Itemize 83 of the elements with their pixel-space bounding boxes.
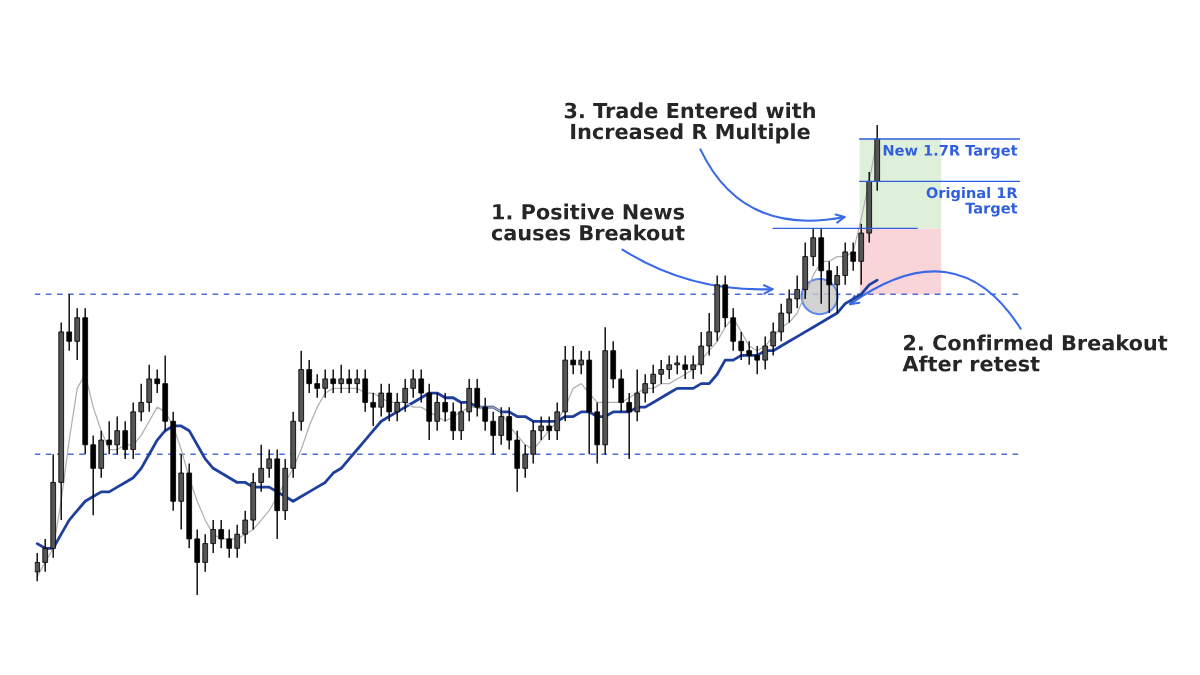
candlestick <box>458 401 465 441</box>
candlestick <box>842 241 849 286</box>
candlestick <box>754 345 761 375</box>
candlestick <box>410 368 417 399</box>
candlestick <box>482 397 489 432</box>
candlestick <box>490 411 497 455</box>
candlestick <box>362 368 369 413</box>
candlestick <box>618 368 625 413</box>
candlestick <box>634 368 641 422</box>
candlestick <box>378 382 385 418</box>
candlestick <box>834 265 841 314</box>
candlestick <box>218 519 225 549</box>
candlestick <box>778 302 785 342</box>
annotation: 1. Positive News causes Breakout <box>491 203 685 241</box>
candlestick <box>322 368 329 399</box>
candlestick <box>690 354 697 380</box>
candlestick <box>370 392 377 427</box>
candlestick <box>794 274 801 310</box>
candlestick <box>402 378 409 413</box>
candlestick <box>826 260 833 314</box>
candlestick <box>658 359 665 385</box>
candlestick <box>730 307 737 352</box>
candlestick <box>442 392 449 422</box>
candlestick <box>194 528 201 596</box>
candlestick <box>578 350 585 375</box>
candlestick <box>234 524 241 559</box>
candlestick <box>546 415 553 441</box>
candlestick <box>786 288 793 324</box>
candlestick <box>338 364 345 394</box>
ref-line-label: Original 1R Target <box>926 186 1018 217</box>
candlestick <box>538 415 545 441</box>
candlestick <box>210 519 217 554</box>
candlestick <box>266 448 273 479</box>
candlestick <box>674 354 681 375</box>
candlestick <box>810 227 817 267</box>
candlestick <box>626 392 633 460</box>
candlestick <box>74 307 81 361</box>
candlestick <box>650 364 657 394</box>
candlestick <box>450 401 457 441</box>
candlestick <box>146 364 153 413</box>
ref-line-label: New 1.7R Target <box>883 144 1018 159</box>
candlestick <box>570 345 577 375</box>
candlestick <box>34 552 41 582</box>
candlestick <box>306 359 313 394</box>
candlestick <box>682 354 689 380</box>
candlestick <box>330 368 337 394</box>
candlestick <box>42 538 49 573</box>
candlestick <box>122 420 129 460</box>
candlestick <box>642 373 649 404</box>
candlestick <box>762 335 769 371</box>
candlestick <box>506 406 513 451</box>
candlestick <box>418 368 425 404</box>
candlestick <box>242 509 249 545</box>
candlestick <box>434 392 441 432</box>
text: 2. Confirmed Breakout After retest <box>902 334 1168 372</box>
candlestick <box>202 533 209 573</box>
candlestick <box>106 420 113 455</box>
candlestick <box>394 392 401 422</box>
candlestick <box>154 368 161 394</box>
candlestick <box>226 528 233 559</box>
candlestick <box>522 444 529 479</box>
candlestick <box>314 373 321 399</box>
candlestick <box>530 420 537 465</box>
candlestick <box>666 354 673 380</box>
candlestick <box>746 340 753 366</box>
candlestick <box>346 368 353 394</box>
candlestick <box>554 401 561 441</box>
candlestick <box>698 331 705 375</box>
candlestick <box>138 382 145 422</box>
candlestick <box>770 321 777 357</box>
candlestick <box>114 415 121 455</box>
candlestick <box>258 444 265 493</box>
candlestick <box>738 331 745 361</box>
candlestick <box>466 378 473 422</box>
candlestick <box>498 406 505 446</box>
annotation: 3. Trade Entered with Increased R Multiple <box>564 102 815 144</box>
candlestick <box>474 378 481 418</box>
candlestick <box>66 293 73 352</box>
candlestick <box>90 434 97 517</box>
candlestick <box>706 312 713 357</box>
candlestick <box>850 241 857 272</box>
candlestick <box>354 368 361 394</box>
candlestick <box>386 382 393 422</box>
